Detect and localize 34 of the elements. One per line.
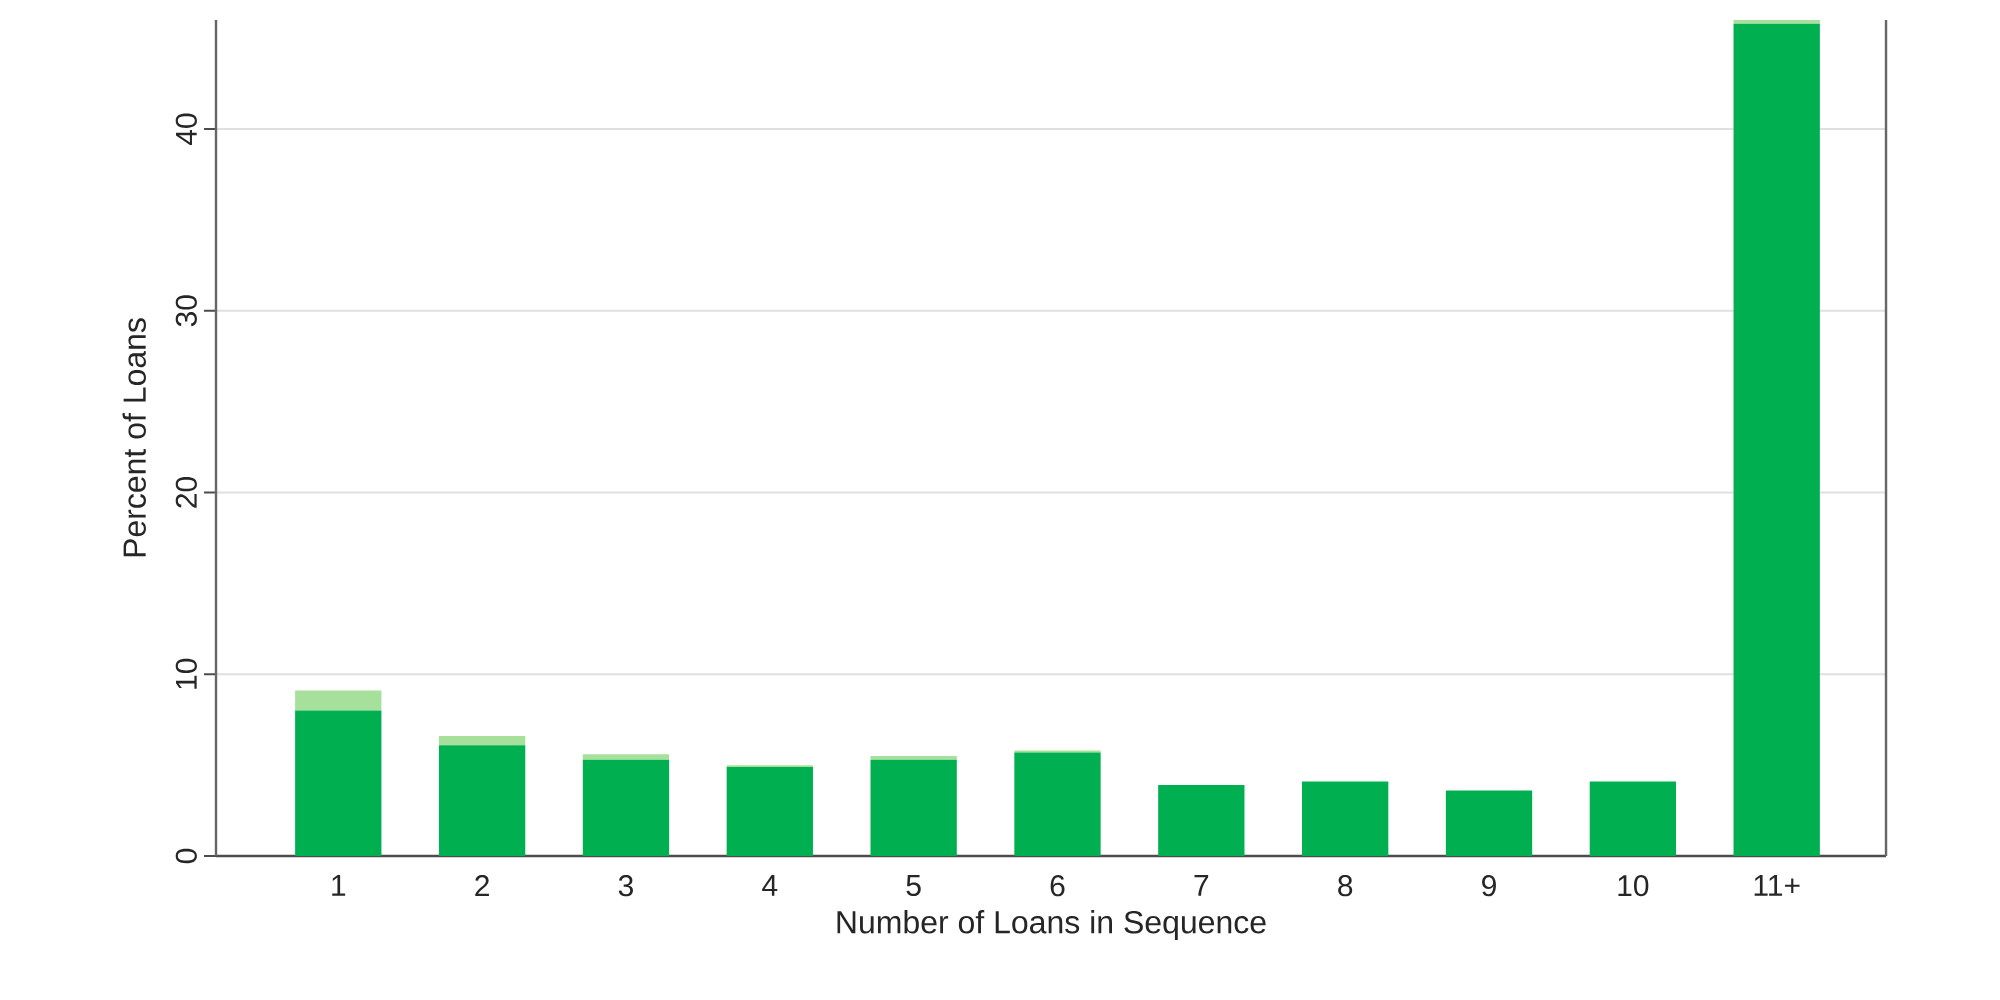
- bar: [870, 759, 957, 856]
- bar: [438, 736, 526, 746]
- bar: [1014, 752, 1101, 856]
- bar: [726, 766, 813, 856]
- bar: [1733, 19, 1820, 24]
- bar: [1589, 781, 1677, 856]
- x-tick-label: 4: [762, 875, 778, 896]
- y-tick-label: 40: [175, 113, 197, 146]
- x-tick-label: 7: [1194, 875, 1209, 896]
- x-tick-label: 5: [906, 875, 921, 896]
- x-tick-label: 1: [332, 875, 346, 896]
- bar: [1158, 785, 1245, 856]
- x-tick-label: 8: [1338, 875, 1353, 897]
- x-tick-label: 6: [1050, 875, 1065, 897]
- x-tick-label: 10: [1618, 875, 1649, 897]
- y-tick-label: 30: [175, 295, 197, 327]
- bar: [870, 756, 957, 760]
- bar: [295, 710, 382, 856]
- bar: [438, 745, 526, 856]
- bar: [1445, 790, 1533, 856]
- y-axis-title: Percent of Loans: [122, 318, 146, 557]
- x-tick-label: 2: [475, 875, 489, 897]
- bar: [1302, 781, 1389, 856]
- y-tick-label: 10: [175, 658, 197, 689]
- bar: [582, 759, 670, 856]
- x-axis-title: Number of Loans in Sequence: [837, 910, 1266, 940]
- bar: [1733, 23, 1820, 856]
- y-tick-label: 0: [175, 848, 197, 864]
- bar: [582, 754, 670, 760]
- x-tick-label: 11+: [1754, 875, 1800, 896]
- y-tick-label: 20: [175, 477, 197, 508]
- x-tick-label: 3: [618, 875, 633, 897]
- x-tick-label: 9: [1482, 875, 1496, 897]
- bar: [295, 690, 382, 711]
